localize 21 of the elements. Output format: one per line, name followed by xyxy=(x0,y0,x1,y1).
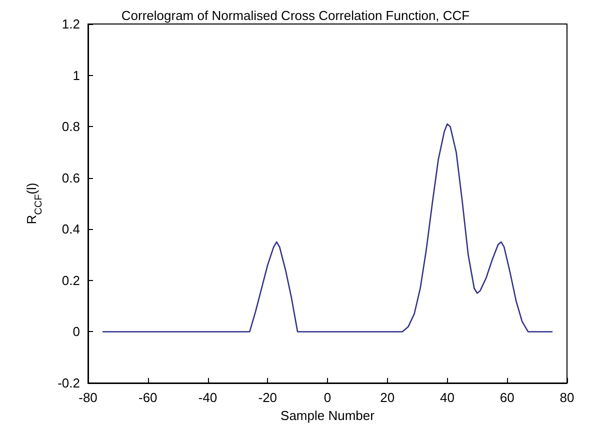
y-tick-label: 0.6 xyxy=(62,170,80,186)
x-tick-label: -40 xyxy=(198,390,218,405)
x-tick-label: -60 xyxy=(138,390,158,405)
x-tick-label: 20 xyxy=(380,390,395,405)
y-tick-label: 1.2 xyxy=(62,16,80,32)
y-tick-label: 1 xyxy=(72,68,80,83)
line-series xyxy=(102,123,553,332)
y-tick-label: 0.8 xyxy=(62,119,80,134)
x-tick-label: 60 xyxy=(500,390,514,405)
x-tick-label: -80 xyxy=(78,390,98,405)
x-tick-label: 40 xyxy=(440,390,454,405)
y-tick-label: 0 xyxy=(72,324,80,340)
x-tick-label: -20 xyxy=(258,390,278,405)
x-tick-label: 80 xyxy=(560,390,574,405)
y-axis-title: RCCF(l) xyxy=(24,182,44,224)
x-axis-title: Sample Number xyxy=(280,408,376,423)
y-tick-label: 0.2 xyxy=(62,272,80,288)
y-tick-label: -0.2 xyxy=(58,376,80,390)
chart-title: Correlogram of Normalised Cross Correlation Function, CCF xyxy=(121,8,470,23)
y-tick-label: 0.4 xyxy=(62,222,80,237)
x-tick-label: 0 xyxy=(324,390,332,405)
